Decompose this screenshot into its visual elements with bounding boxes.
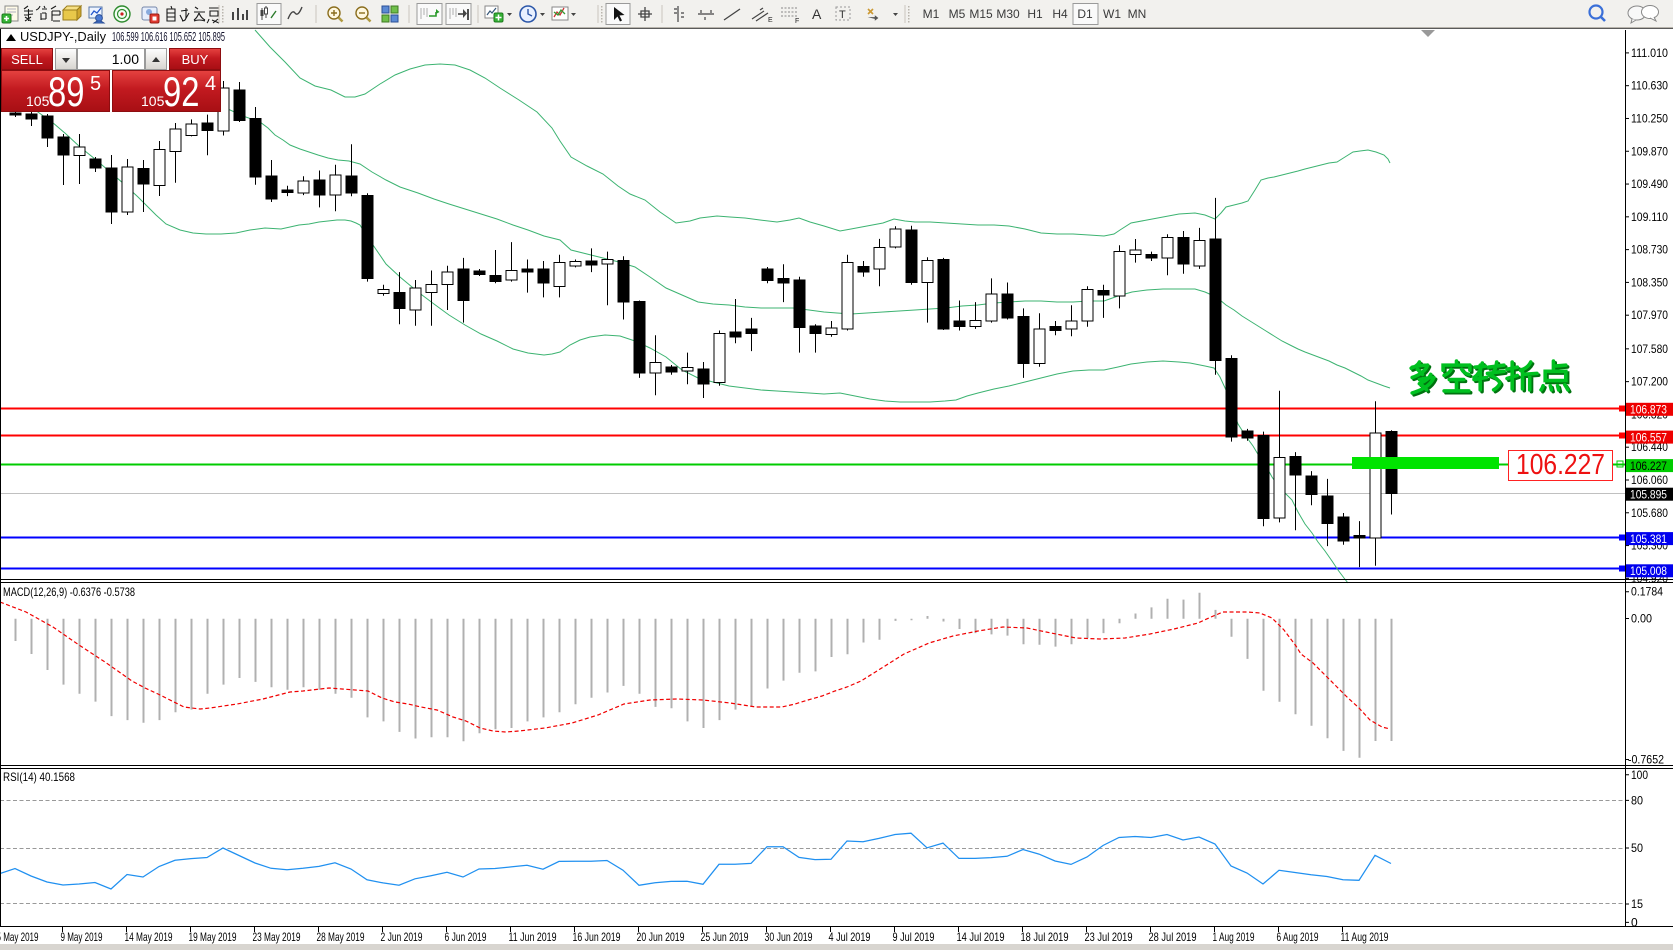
svg-text:80: 80 [1631,793,1643,807]
svg-text:28 May 2019: 28 May 2019 [317,930,365,944]
svg-text:30 Jun 2019: 30 Jun 2019 [765,930,813,944]
svg-text:M1: M1 [923,7,940,21]
svg-text:106.227: 106.227 [1630,459,1667,473]
svg-text:109.110: 109.110 [1631,210,1668,224]
svg-text:110.630: 110.630 [1631,79,1668,93]
svg-text:23 May 2019: 23 May 2019 [253,930,301,944]
svg-text:RSI(14) 40.1568: RSI(14) 40.1568 [3,770,75,784]
svg-text:105.381: 105.381 [1630,532,1667,546]
svg-text:106.599 106.616 105.652 105.89: 106.599 106.616 105.652 105.895 [112,29,225,44]
svg-text:106.557: 106.557 [1630,430,1667,444]
svg-text:6 Jun 2019: 6 Jun 2019 [445,930,487,944]
svg-text:109.870: 109.870 [1631,144,1668,158]
svg-text:4 Jul 2019: 4 Jul 2019 [829,930,871,944]
svg-text:0.1784: 0.1784 [1631,585,1663,599]
svg-text:5 May 2019: 5 May 2019 [0,930,39,944]
svg-text:E: E [768,17,773,24]
svg-text:A: A [812,6,822,22]
svg-text:9 Jul 2019: 9 Jul 2019 [893,930,935,944]
svg-text:F: F [795,18,799,25]
svg-text:-0.7652: -0.7652 [1628,753,1664,767]
svg-text:25 Jun 2019: 25 Jun 2019 [701,930,749,944]
svg-text:2 Jun 2019: 2 Jun 2019 [381,930,423,944]
svg-text:106.873: 106.873 [1630,403,1667,417]
svg-text:111.010: 111.010 [1631,46,1668,60]
svg-text:M5: M5 [949,7,966,21]
svg-text:H1: H1 [1027,7,1043,21]
svg-text:MACD(12,26,9) -0.6376 -0.5738: MACD(12,26,9) -0.6376 -0.5738 [3,585,135,599]
svg-text:H4: H4 [1052,7,1068,21]
svg-text:105.895: 105.895 [1630,488,1667,502]
svg-text:16 Jun 2019: 16 Jun 2019 [573,930,621,944]
svg-text:0.00: 0.00 [1631,612,1652,626]
svg-text:28 Jul 2019: 28 Jul 2019 [1149,930,1197,944]
svg-text:M15: M15 [969,7,993,21]
svg-text:50: 50 [1631,841,1643,855]
svg-text:106.440: 106.440 [1631,440,1668,454]
svg-text:18 Jul 2019: 18 Jul 2019 [1021,930,1069,944]
svg-text:23 Jul 2019: 23 Jul 2019 [1085,930,1133,944]
svg-text:14 Jul 2019: 14 Jul 2019 [957,930,1005,944]
svg-text:9 May 2019: 9 May 2019 [61,930,103,944]
svg-text:M30: M30 [996,7,1020,21]
svg-text:110.250: 110.250 [1631,111,1668,125]
svg-text:11 Aug 2019: 11 Aug 2019 [1341,930,1389,944]
svg-text:11 Jun 2019: 11 Jun 2019 [509,930,557,944]
svg-text:D1: D1 [1077,7,1093,21]
svg-text:106.060: 106.060 [1631,473,1668,487]
svg-text:108.350: 108.350 [1631,275,1668,289]
svg-text:W1: W1 [1103,7,1121,21]
svg-text:T: T [839,9,846,21]
svg-text:105.008: 105.008 [1630,564,1667,578]
svg-text:15: 15 [1631,897,1643,911]
svg-text:0: 0 [1631,915,1638,929]
svg-text:100: 100 [1631,768,1648,782]
svg-text:109.490: 109.490 [1631,177,1668,191]
svg-text:1 Aug 2019: 1 Aug 2019 [1213,930,1255,944]
svg-text:105.680: 105.680 [1631,506,1668,520]
svg-text:108.730: 108.730 [1631,243,1668,257]
svg-text:14 May 2019: 14 May 2019 [125,930,173,944]
svg-text:106.227: 106.227 [1516,449,1605,481]
svg-text:107.970: 107.970 [1631,308,1668,322]
svg-text:MN: MN [1128,7,1147,21]
svg-text:6 Aug 2019: 6 Aug 2019 [1277,930,1319,944]
svg-text:107.200: 107.200 [1631,375,1668,389]
svg-text:USDJPY-,Daily: USDJPY-,Daily [20,29,106,44]
svg-text:107.580: 107.580 [1631,342,1668,356]
svg-text:19 May 2019: 19 May 2019 [189,930,237,944]
svg-text:20 Jun 2019: 20 Jun 2019 [637,930,685,944]
